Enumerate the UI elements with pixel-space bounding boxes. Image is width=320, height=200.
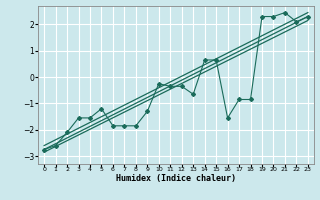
X-axis label: Humidex (Indice chaleur): Humidex (Indice chaleur) (116, 174, 236, 183)
